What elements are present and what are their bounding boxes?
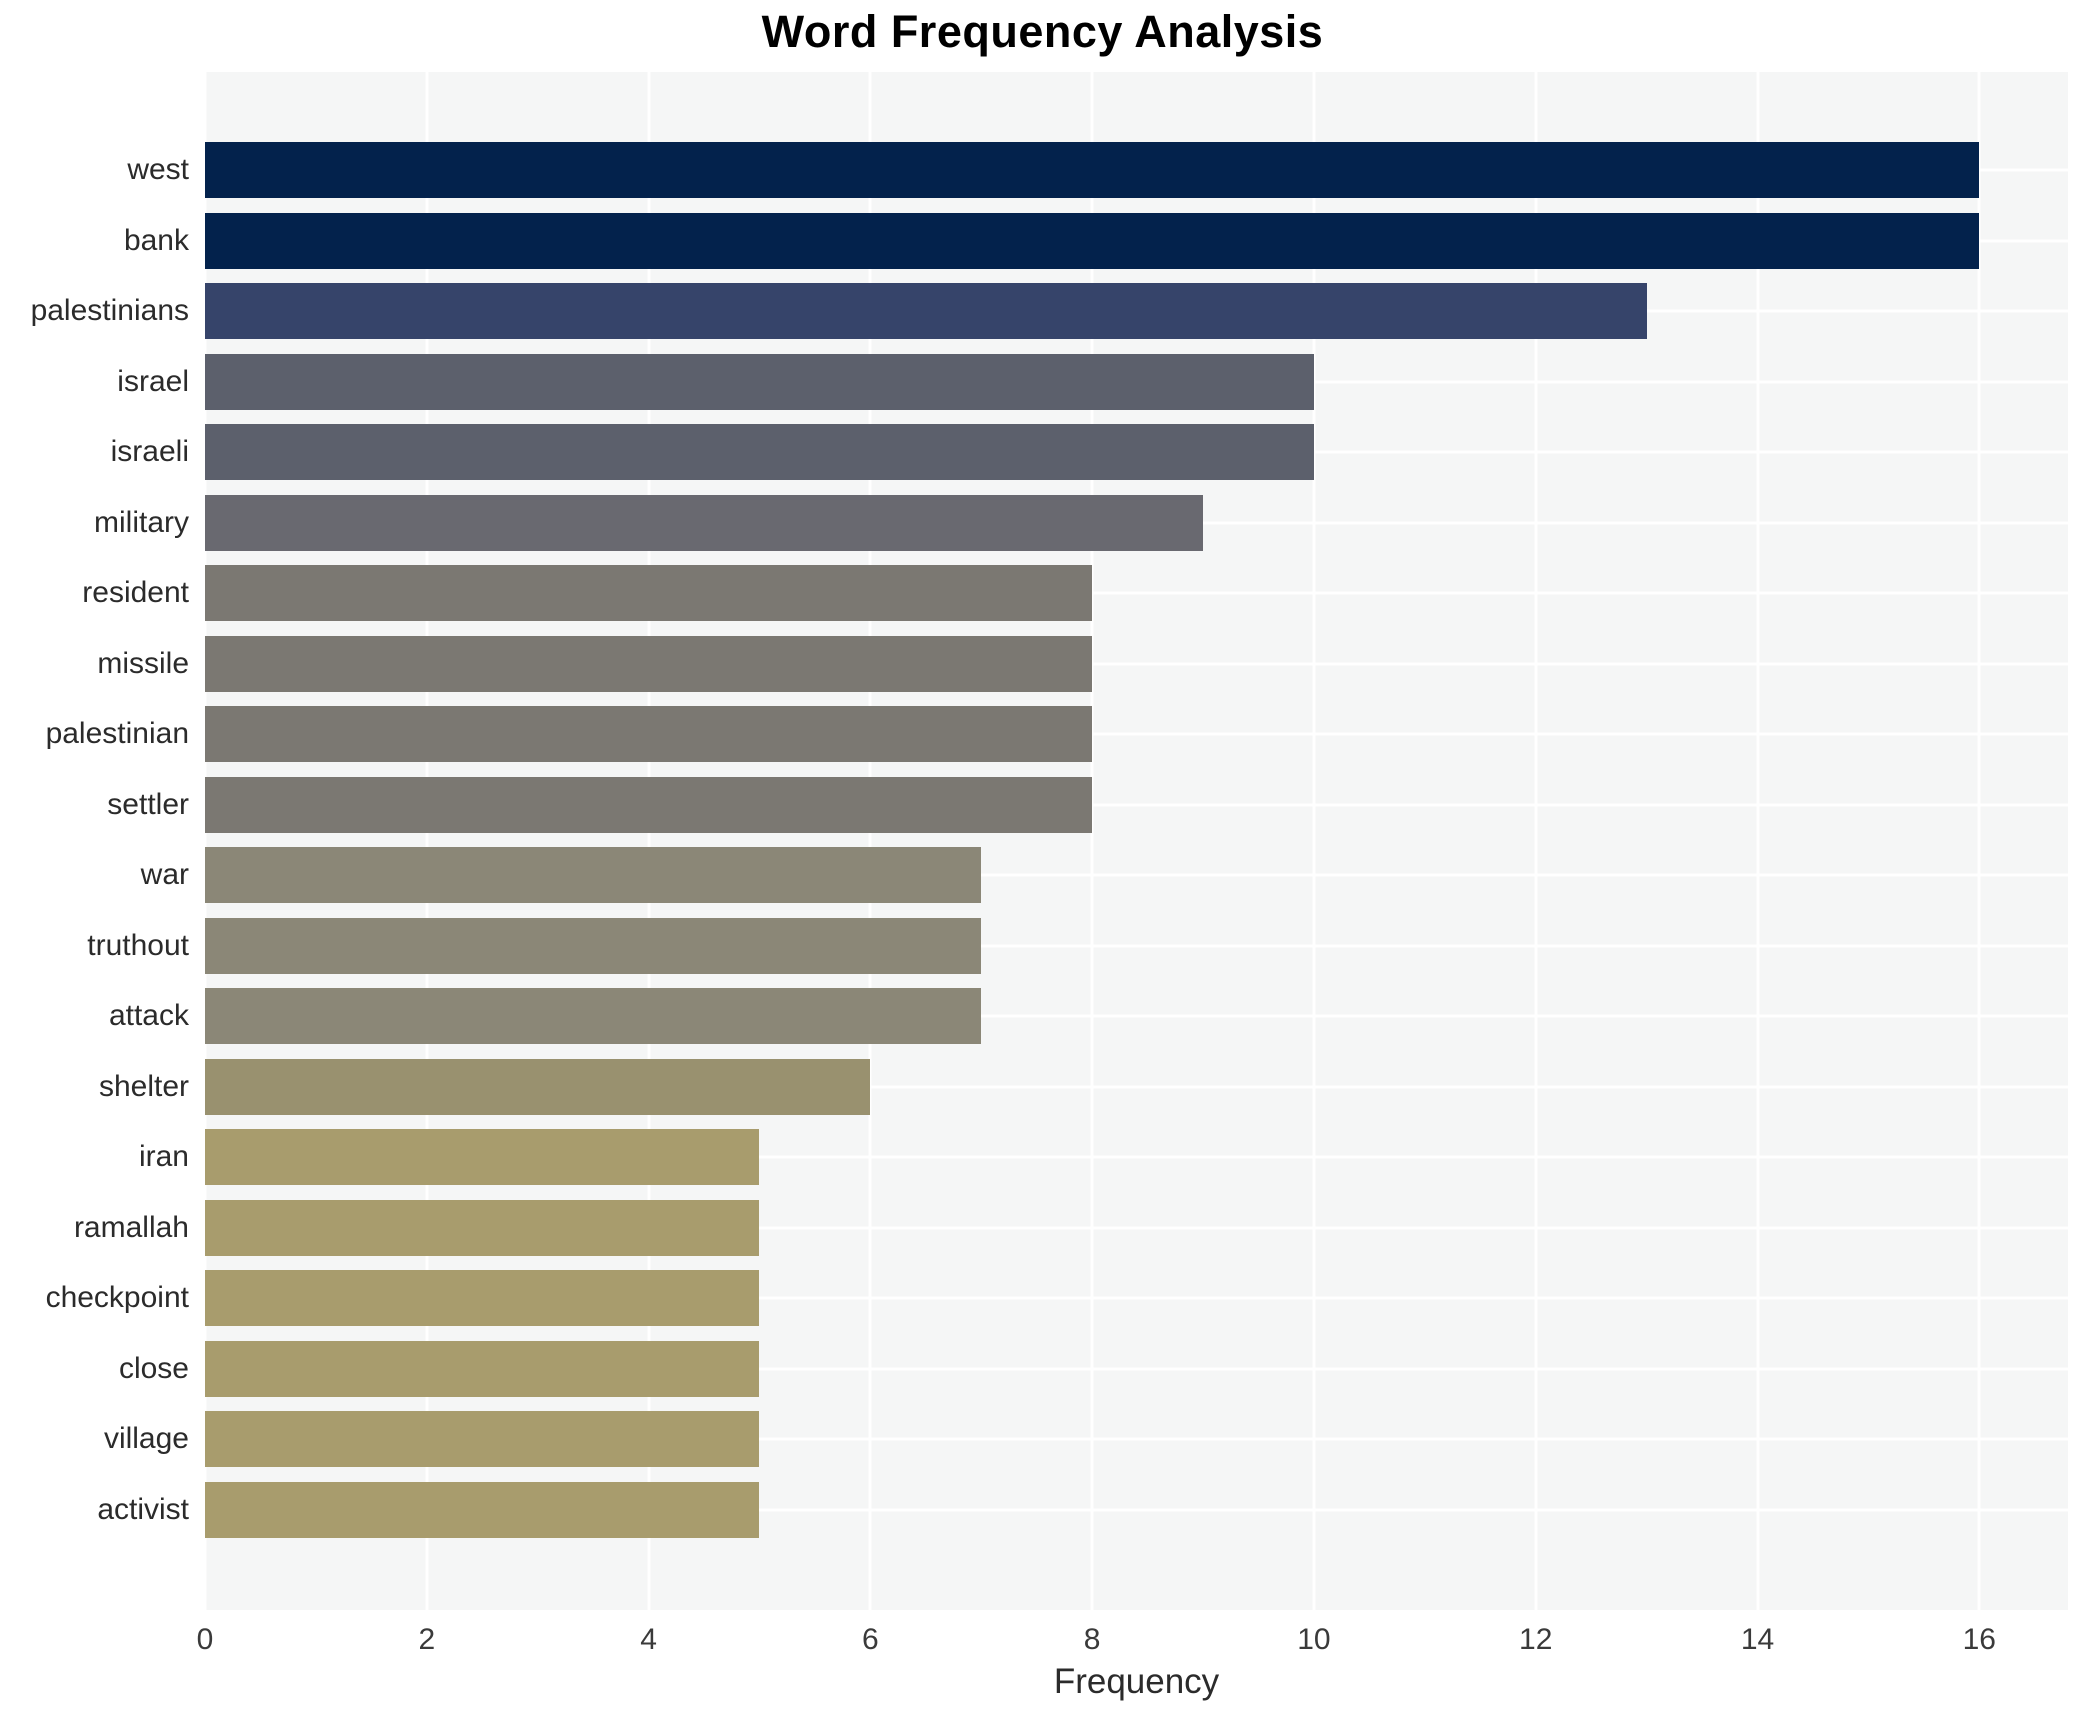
y-axis-label: activist xyxy=(97,1492,189,1526)
x-tick-label: 8 xyxy=(1083,1623,1101,1656)
frequency-bar xyxy=(205,1411,760,1468)
y-axis-label: missile xyxy=(97,646,189,680)
frequency-bar xyxy=(205,1340,760,1397)
frequency-bar xyxy=(205,706,1093,763)
y-axis-label: palestinian xyxy=(45,717,189,751)
frequency-bar xyxy=(205,847,982,904)
y-axis-label: israeli xyxy=(110,435,189,469)
bar-rows: west bank palestinians israel israeli militar… xyxy=(31,135,2068,1546)
bar-row: close xyxy=(119,1334,2068,1405)
x-gridline xyxy=(647,72,651,1610)
bar-row: attack xyxy=(109,981,2068,1052)
y-gridline xyxy=(205,1508,2068,1512)
x-gridline xyxy=(1090,72,1094,1610)
frequency-bar xyxy=(205,635,1093,692)
y-gridline xyxy=(205,944,2068,948)
x-gridline xyxy=(1977,72,1981,1610)
frequency-bar xyxy=(205,1058,871,1115)
y-axis-label: iran xyxy=(138,1140,189,1174)
x-axis: 0 2 4 6 8 10 12 14 16 xyxy=(197,1622,2068,1662)
frequency-bar xyxy=(205,565,1093,622)
bar-row: resident xyxy=(82,558,2068,629)
y-gridline xyxy=(205,1296,2068,1300)
bar-row: checkpoint xyxy=(46,1263,2068,1334)
y-axis-label: village xyxy=(103,1422,189,1456)
x-tick-label: 12 xyxy=(1519,1623,1553,1656)
y-axis-label: shelter xyxy=(98,1069,189,1103)
bar-row: palestinian xyxy=(46,699,2068,770)
bar-row: truthout xyxy=(87,911,2068,982)
y-axis-label: west xyxy=(127,153,189,187)
frequency-bar xyxy=(205,494,1204,551)
chart-title: Word Frequency Analysis xyxy=(761,6,1324,57)
x-gridlines xyxy=(203,72,2068,1610)
bar-row: bank xyxy=(124,206,2068,277)
bar-row: israel xyxy=(117,347,2068,418)
y-axis-label: truthout xyxy=(87,928,189,962)
y-axis-label: attack xyxy=(108,999,189,1033)
x-gridline xyxy=(1534,72,1538,1610)
y-axis-label: close xyxy=(118,1351,189,1385)
bar-row: military xyxy=(94,488,2068,559)
y-axis-label: settler xyxy=(107,787,189,821)
y-gridline xyxy=(205,591,2068,595)
x-tick-label: 4 xyxy=(640,1623,657,1656)
frequency-bar xyxy=(205,988,982,1045)
bar-row: activist xyxy=(97,1475,2068,1546)
x-axis-title: Frequency xyxy=(1053,1662,1220,1701)
frequency-bar xyxy=(205,1481,760,1538)
frequency-bar xyxy=(205,424,1314,481)
y-gridline xyxy=(205,1226,2068,1230)
frequency-bar xyxy=(205,917,982,974)
bar-row: settler xyxy=(107,770,2068,841)
frequency-bar xyxy=(205,353,1314,410)
bar-row: west xyxy=(127,135,2068,206)
y-gridline xyxy=(205,732,2068,736)
x-tick-label: 6 xyxy=(862,1623,879,1656)
y-gridline xyxy=(205,803,2068,807)
bar-row: ramallah xyxy=(74,1193,2068,1264)
frequency-bar xyxy=(205,776,1093,833)
y-axis-label: ramallah xyxy=(73,1210,189,1244)
x-tick-label: 0 xyxy=(196,1623,214,1656)
bar-row: israeli xyxy=(111,417,2068,488)
plot-area: west bank palestinians israel israeli militar… xyxy=(31,72,2068,1610)
frequency-bar xyxy=(205,1129,760,1186)
x-gridline xyxy=(203,72,207,1610)
x-gridline xyxy=(425,72,429,1610)
y-gridline xyxy=(205,1014,2068,1018)
frequency-bar xyxy=(205,212,1980,269)
x-gridline xyxy=(1756,72,1759,1610)
bar-row: iran xyxy=(139,1122,2068,1193)
y-axis-label: israel xyxy=(117,364,189,398)
bar-row: war xyxy=(141,840,2068,911)
y-gridline xyxy=(205,873,2068,877)
y-axis-label: military xyxy=(94,505,189,539)
y-gridline xyxy=(205,1085,2068,1089)
frequency-bar xyxy=(205,142,1980,199)
bar-row: shelter xyxy=(99,1052,2068,1123)
bar-row: palestinians xyxy=(31,276,2068,347)
bar-row: village xyxy=(104,1404,2068,1475)
y-gridline xyxy=(205,662,2068,666)
frequency-bar xyxy=(205,283,1647,340)
y-axis-label: resident xyxy=(82,576,189,610)
y-axis-label: war xyxy=(140,858,189,892)
y-gridline xyxy=(205,1437,2068,1441)
x-tick-label: 14 xyxy=(1740,1623,1775,1656)
x-gridline xyxy=(1312,72,1316,1610)
y-axis-label: checkpoint xyxy=(45,1281,189,1315)
frequency-bar xyxy=(205,1199,760,1256)
y-axis-label: palestinians xyxy=(30,294,189,328)
bar-row: missile xyxy=(97,629,2068,700)
y-axis-label: bank xyxy=(123,223,189,257)
x-tick-label: 16 xyxy=(1962,1623,1996,1656)
x-gridline xyxy=(868,72,872,1610)
y-gridline xyxy=(205,1367,2068,1371)
x-tick-label: 2 xyxy=(418,1623,436,1656)
y-gridline xyxy=(205,1155,2068,1159)
frequency-bar xyxy=(205,1270,760,1327)
x-tick-label: 10 xyxy=(1297,1623,1331,1656)
